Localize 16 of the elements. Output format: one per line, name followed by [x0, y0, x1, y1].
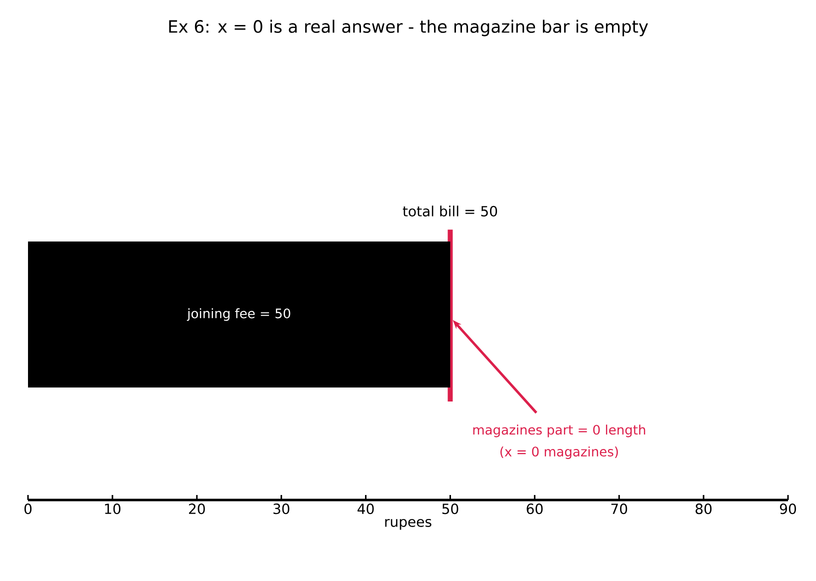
x-tick-label: 50: [442, 504, 458, 514]
x-tick-label: 30: [273, 504, 290, 514]
x-tick-label: 0: [24, 504, 32, 514]
x-tick-label: 10: [105, 504, 120, 514]
data-label: joining fee = 50: [186, 308, 290, 321]
x-tick-label: 60: [526, 504, 543, 514]
x-axis-title: rupees: [385, 518, 432, 530]
x-tick-label: 70: [611, 504, 628, 514]
text: (x = 0 magazines): [500, 446, 618, 460]
ref-line-label: total bill = 50: [402, 206, 498, 216]
x-tick-label: 90: [780, 504, 796, 514]
x-tick-label: 80: [696, 504, 712, 514]
x-tick-label: 20: [189, 504, 205, 514]
text: magazines part = 0 length: [473, 424, 646, 438]
x-tick-label: 40: [358, 504, 374, 514]
chart-title: Ex 6: x = 0 is a real answer - the magazine bar is empty: [169, 20, 648, 36]
